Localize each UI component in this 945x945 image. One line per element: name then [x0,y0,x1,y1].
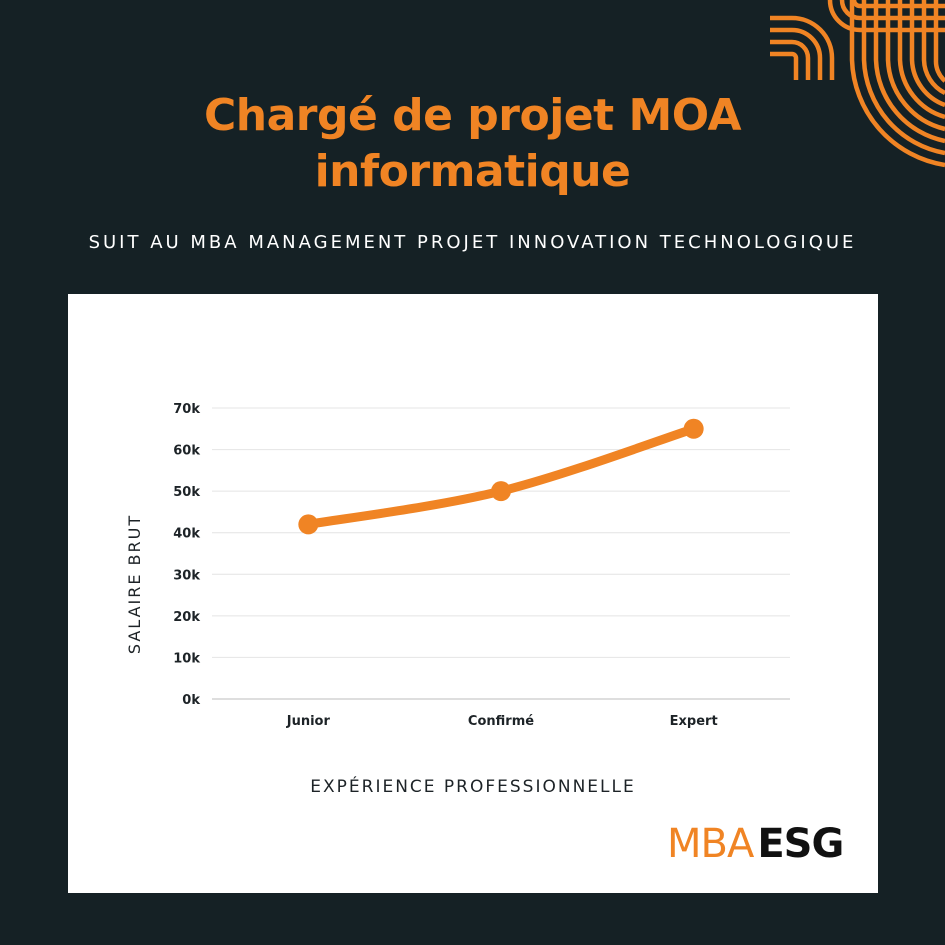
page-title: Chargé de projet MOA informatique [0,88,945,200]
x-tick-label: Expert [670,714,718,729]
y-axis-label: SALAIRE BRUT [125,514,144,654]
mba-esg-logo: MBA ESG [667,821,844,867]
x-axis-label: EXPÉRIENCE PROFESSIONNELLE [310,777,636,797]
salary-line-chart: 0k 10k 20k 30k 40k 50k 60k 70k Junior Confirmé Ex… [125,402,790,729]
chart-card: 0k 10k 20k 30k 40k 50k 60k 70k Junior Confirmé Ex… [68,294,878,893]
series-line [303,424,699,529]
decorative-stripes-graphic [770,0,945,168]
logo-mba-text: MBA [667,821,754,867]
data-point [298,514,319,535]
y-tick-label: 30k [173,568,200,583]
data-point [491,481,511,502]
y-tick-label: 40k [173,527,200,542]
y-tick-label: 60k [173,444,200,459]
title-line-2: informatique [314,146,631,197]
y-tick-label: 50k [173,485,200,500]
data-point [683,418,704,439]
y-tick-label: 10k [173,651,200,666]
page-subtitle: SUIT AU MBA MANAGEMENT PROJET INNOVATION… [88,232,857,253]
logo-esg-text: ESG [757,821,844,867]
x-tick-label: Confirmé [468,714,534,729]
y-tick-label: 0k [182,693,200,708]
x-tick-label: Junior [286,714,331,729]
y-tick-label: 20k [173,610,200,625]
title-line-1: Chargé de projet MOA [203,90,742,141]
y-tick-label: 70k [173,402,200,417]
